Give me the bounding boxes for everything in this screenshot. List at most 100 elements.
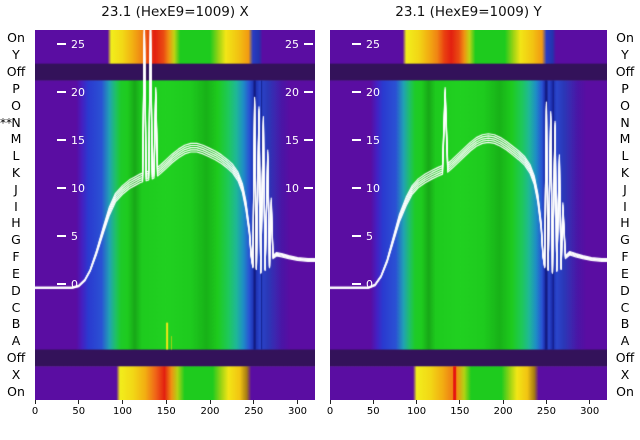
row-label-n-5: N: [620, 114, 630, 130]
y-tick-0: 0: [352, 277, 373, 291]
row-label-i-10: I: [623, 198, 627, 214]
x-tick-label-100: 100: [407, 406, 427, 417]
y-tick-label: 25: [285, 37, 299, 51]
right-panel-title: 23.1 (HexE9=1009) Y: [395, 4, 542, 20]
y-tick-5: 5: [352, 229, 373, 243]
y-tick-mark: [304, 43, 313, 45]
right-heatmap-canvas: [330, 30, 607, 400]
x-tick-label-300: 300: [287, 406, 308, 417]
y-tick-label: 15: [71, 133, 85, 147]
row-label-e-14: E: [621, 265, 629, 281]
x-tick-label-250: 250: [536, 406, 556, 417]
y-tick-mark: [57, 235, 66, 237]
row-label-f-13: F: [12, 249, 20, 265]
row-label-g-12: G: [620, 232, 630, 248]
x-tick-mark: [502, 400, 504, 404]
row-label-h-11: H: [620, 215, 630, 231]
row-label-o-4: O: [620, 97, 630, 113]
y-tick-label: 10: [71, 181, 85, 195]
row-label-a-18: A: [620, 333, 630, 349]
row-label-n-5: N: [11, 114, 21, 130]
row-label-off-2: Off: [615, 64, 635, 80]
row-label-g-12: G: [11, 232, 21, 248]
y-tick-label: 0: [71, 277, 78, 291]
row-label-c-16: C: [11, 299, 21, 315]
x-tick-label-200: 200: [200, 406, 220, 417]
y-tick-25: 25: [352, 37, 380, 51]
x-tick-label-150: 150: [156, 406, 176, 417]
row-label-c-16: C: [620, 299, 630, 315]
x-tick-mark: [209, 400, 211, 404]
y-tick-label: 10: [285, 181, 299, 195]
row-label-b-17: B: [11, 316, 21, 332]
y-tick-mark: [352, 91, 361, 93]
row-label-y-1: Y: [621, 47, 629, 63]
y-tick-right-20: 20: [267, 85, 313, 99]
x-tick-mark: [416, 400, 418, 404]
row-label-a-18: A: [11, 333, 21, 349]
y-tick-label: 5: [71, 229, 78, 243]
row-label-m-6: M: [619, 131, 631, 147]
x-tick-mark: [372, 400, 374, 404]
x-tick-mark: [545, 400, 547, 404]
row-label-l-7: L: [12, 148, 20, 164]
row-label-off-19: Off: [615, 349, 635, 365]
y-tick-right-25: 25: [267, 37, 313, 51]
x-tick-label-50: 50: [72, 406, 86, 417]
y-tick-10: 10: [57, 181, 85, 195]
y-tick-label: 5: [366, 229, 373, 243]
row-label-j-9: J: [14, 181, 18, 197]
y-tick-mark: [304, 139, 313, 141]
row-label-m-6: M: [10, 131, 22, 147]
row-label-b-17: B: [620, 316, 630, 332]
y-tick-mark: [352, 43, 361, 45]
y-tick-mark: [352, 139, 361, 141]
x-tick-mark: [297, 400, 298, 404]
row-label-d-15: D: [620, 282, 630, 298]
y-tick-mark: [304, 187, 313, 189]
left-heatmap-canvas: [35, 30, 315, 400]
y-tick-right-10: 10: [267, 181, 313, 195]
y-tick-mark: [352, 283, 361, 285]
x-tick-mark: [78, 400, 80, 404]
y-tick-15: 15: [57, 133, 85, 147]
x-tick-mark: [122, 400, 123, 404]
row-label-j-9: J: [623, 181, 627, 197]
row-label-on-0: On: [7, 30, 25, 46]
row-label-off-19: Off: [6, 349, 26, 365]
row-label-k-8: K: [620, 164, 630, 180]
y-tick-mark: [304, 91, 313, 93]
row-label-p-3: P: [12, 80, 20, 96]
y-tick-mark: [352, 235, 361, 237]
y-tick-label: 20: [285, 85, 299, 99]
y-tick-label: 15: [285, 133, 299, 147]
x-tick-mark: [589, 400, 591, 404]
y-tick-10: 10: [352, 181, 380, 195]
row-label-p-3: P: [621, 80, 629, 96]
left-panel-title: 23.1 (HexE9=1009) X: [101, 4, 249, 20]
x-tick-mark: [34, 400, 36, 404]
row-label-f-13: F: [621, 249, 629, 265]
row-label-on-0: On: [616, 30, 634, 46]
row-label-y-1: Y: [12, 47, 20, 63]
row-label-k-8: K: [11, 164, 21, 180]
y-tick-0: 0: [57, 277, 78, 291]
y-tick-label: 20: [366, 85, 380, 99]
y-tick-label: 20: [71, 85, 85, 99]
row-label-on-21: On: [7, 383, 25, 399]
x-tick-mark: [253, 400, 255, 404]
row-label-e-14: E: [12, 265, 20, 281]
row-label-i-10: I: [14, 198, 18, 214]
row-label-x-20: X: [11, 366, 21, 382]
row-label-o-4: O: [11, 97, 21, 113]
x-tick-label-50: 50: [366, 406, 380, 417]
row-label-d-15: D: [11, 282, 21, 298]
y-tick-label: 10: [366, 181, 380, 195]
x-tick-label-0: 0: [326, 406, 334, 417]
row-label-h-11: H: [11, 215, 21, 231]
y-tick-25: 25: [57, 37, 85, 51]
y-tick-right-15: 15: [267, 133, 313, 147]
x-tick-mark: [329, 400, 331, 404]
x-tick-label-100: 100: [112, 406, 133, 417]
